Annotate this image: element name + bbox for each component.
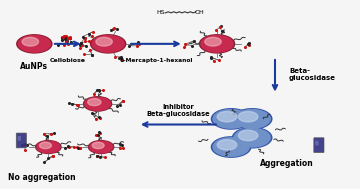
Text: OH: OH [195, 10, 204, 15]
Circle shape [211, 136, 251, 158]
Circle shape [232, 108, 273, 130]
Circle shape [40, 142, 51, 149]
Circle shape [16, 34, 53, 54]
Circle shape [233, 109, 271, 129]
Circle shape [90, 34, 126, 54]
Text: AuNPs: AuNPs [21, 62, 48, 71]
Circle shape [233, 128, 271, 148]
Text: Beta-
glucosidase: Beta- glucosidase [289, 68, 336, 81]
Circle shape [211, 108, 251, 130]
FancyBboxPatch shape [314, 138, 324, 153]
Circle shape [83, 96, 112, 112]
Text: Aggregation: Aggregation [260, 159, 314, 168]
Circle shape [238, 130, 258, 141]
Circle shape [92, 142, 104, 149]
Circle shape [84, 97, 111, 111]
Circle shape [199, 34, 235, 54]
Circle shape [89, 140, 113, 154]
Circle shape [217, 112, 237, 122]
Circle shape [36, 140, 61, 154]
Circle shape [212, 137, 250, 157]
FancyBboxPatch shape [16, 133, 26, 148]
Circle shape [91, 35, 125, 53]
Text: Inhibitor
Beta-glucosidase: Inhibitor Beta-glucosidase [147, 104, 210, 117]
Text: No aggregation: No aggregation [8, 173, 75, 182]
Circle shape [88, 99, 101, 106]
Circle shape [200, 35, 234, 53]
Circle shape [212, 109, 250, 129]
FancyBboxPatch shape [18, 136, 21, 141]
Circle shape [18, 35, 51, 53]
Circle shape [35, 140, 62, 154]
Text: Cellobiose: Cellobiose [50, 58, 86, 63]
Circle shape [205, 37, 221, 46]
Circle shape [96, 37, 112, 46]
FancyBboxPatch shape [315, 141, 319, 145]
Text: HS: HS [157, 10, 165, 15]
Text: 6-Mercapto-1-hexanol: 6-Mercapto-1-hexanol [120, 58, 193, 63]
Circle shape [88, 140, 114, 154]
Circle shape [217, 140, 237, 150]
Circle shape [22, 37, 39, 46]
Circle shape [232, 127, 273, 149]
Circle shape [238, 112, 258, 122]
